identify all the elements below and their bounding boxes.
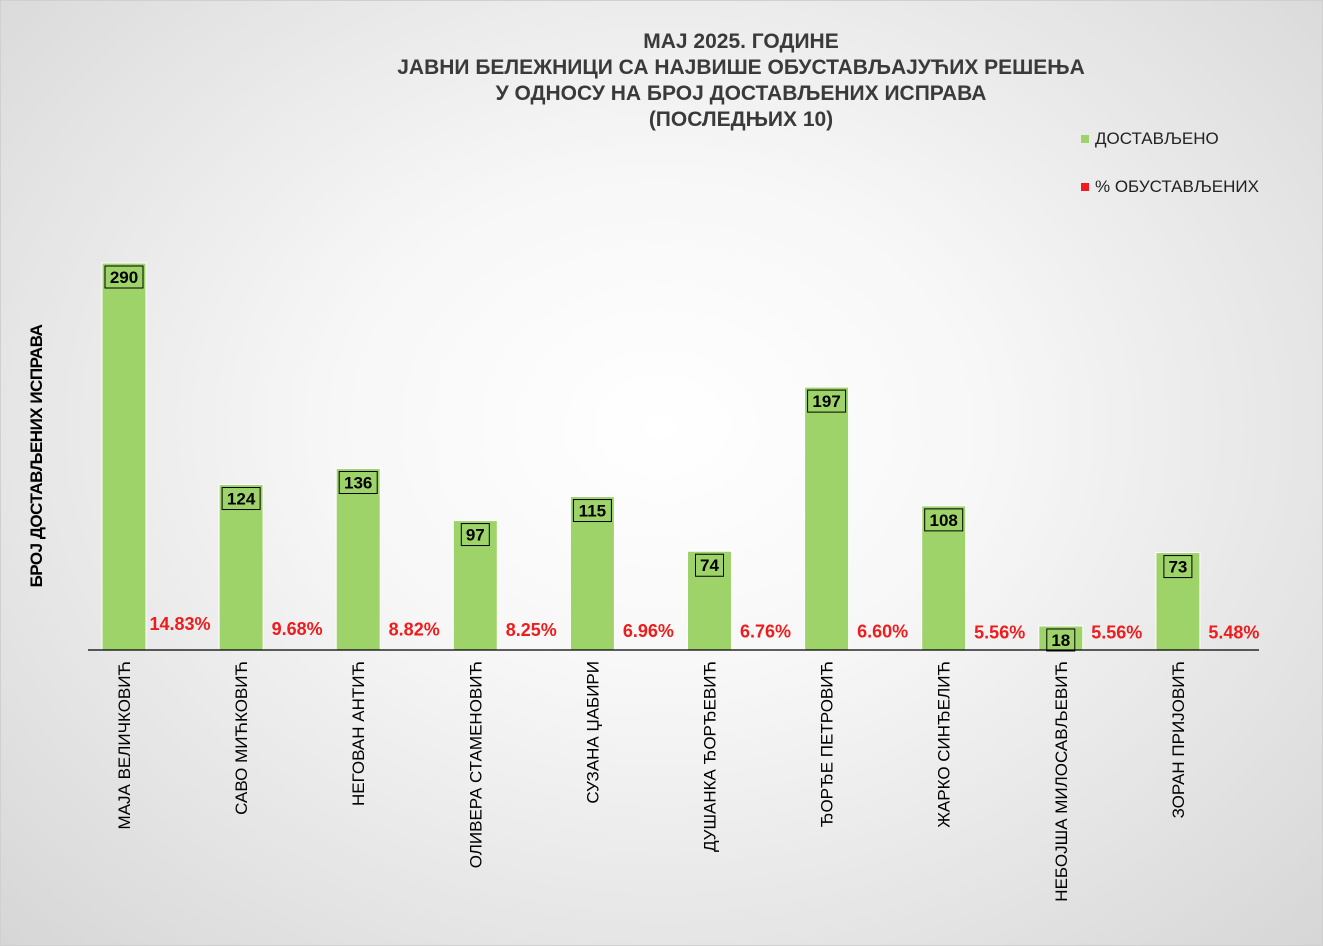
legend: ДОСТАВЉЕНО % ОБУСТАВЉЕНИХ [1081,127,1259,199]
data-label-box [460,523,490,547]
bar-delivered [921,505,967,651]
data-label-suspended-percent: 5.56% [974,622,1025,642]
data-label-suspended-percent: 5.56% [1091,622,1142,642]
chart-title-line-2: ЈАВНИ БЕЛЕЖНИЦИ СА НАЈВИШЕ ОБУСТАВЉАЈУЋИ… [397,56,1085,79]
x-tick-label: САВО МИЋКОВИЋ [232,661,251,815]
chart-title-line-3: У ОДНОСУ НА БРОЈ ДОСТАВЉЕНИХ ИСПРАВА [495,82,987,105]
legend-label-suspended-percent: % ОБУСТАВЉЕНИХ [1095,177,1259,196]
bar-delivered [804,386,850,651]
data-label-suspended-percent: 5.48% [1208,623,1259,643]
x-tick-label: ДУШАНКА ЂОРЂЕВИЋ [701,661,720,852]
data-label-box [104,265,144,289]
data-label-suspended-percent: 8.25% [506,620,557,640]
data-label-delivered: 197 [812,392,840,411]
x-tick-label: НЕГОВАН АНТИЋ [349,661,368,806]
data-label-suspended-percent: 6.96% [623,621,674,641]
x-tick-label: ЗОРАН ПРИЈОВИЋ [1169,661,1188,818]
chart-title-line-1: МАЈ 2025. ГОДИНЕ [643,30,839,53]
x-tick-label: НЕБОЈША МИЛОСАВЉЕВИЋ [1052,661,1071,902]
data-label-box [924,508,964,532]
data-label-box [695,553,724,577]
bar-delivered [1155,552,1201,651]
data-label-suspended-percent: 6.60% [857,622,908,642]
bar-delivered [335,468,381,651]
x-tick-label: ЂОРЂЕ ПЕТРОВИЋ [818,661,837,827]
data-label-box [807,389,847,413]
legend-label-delivered: ДОСТАВЉЕНО [1095,129,1219,148]
bar-delivered [452,520,498,651]
bar-delivered [1038,625,1084,651]
x-tick-label: ЖАРКО СИНЂЕЛИЋ [935,661,954,828]
data-label-suspended-percent: 6.76% [740,621,791,641]
legend-swatch-suspended-percent [1081,183,1089,191]
x-tick-label: ОЛИВЕРА СТАМЕНОВИЋ [466,661,485,868]
data-label-delivered: 97 [466,526,485,545]
data-label-suspended-percent: 8.82% [389,620,440,640]
data-label-suspended-percent: 14.83% [149,614,210,634]
x-tick-label: МАЈА ВЕЛИЧКОВИЋ [115,661,134,829]
bar-delivered [218,484,264,651]
bar-delivered [101,262,147,651]
data-label-box [221,487,261,511]
data-label-box [1163,555,1193,579]
chart-title-line-4: (ПОСЛЕДЊИХ 10) [648,108,834,131]
data-label-delivered: 74 [700,556,719,575]
x-tick-label: СУЗАНА ЏАБИРИ [583,661,602,804]
legend-item-delivered: ДОСТАВЉЕНО [1081,127,1259,151]
data-label-delivered: 18 [1051,631,1070,650]
data-label-box [338,471,378,495]
data-label-delivered: 108 [930,511,958,530]
data-label-box [1046,628,1076,652]
data-label-delivered: 290 [110,268,138,287]
data-label-box [572,499,612,523]
data-label-delivered: 124 [227,490,256,509]
data-label-suspended-percent: 9.68% [272,619,323,639]
data-label-delivered: 115 [579,502,606,521]
legend-item-suspended-percent: % ОБУСТАВЉЕНИХ [1081,175,1259,199]
data-label-delivered: 136 [344,474,372,493]
legend-swatch-delivered [1081,135,1089,143]
data-label-delivered: 73 [1168,558,1187,577]
bar-delivered [687,550,732,651]
chart-title: МАЈ 2025. ГОДИНЕ ЈАВНИ БЕЛЕЖНИЦИ СА НАЈВ… [241,29,1241,133]
